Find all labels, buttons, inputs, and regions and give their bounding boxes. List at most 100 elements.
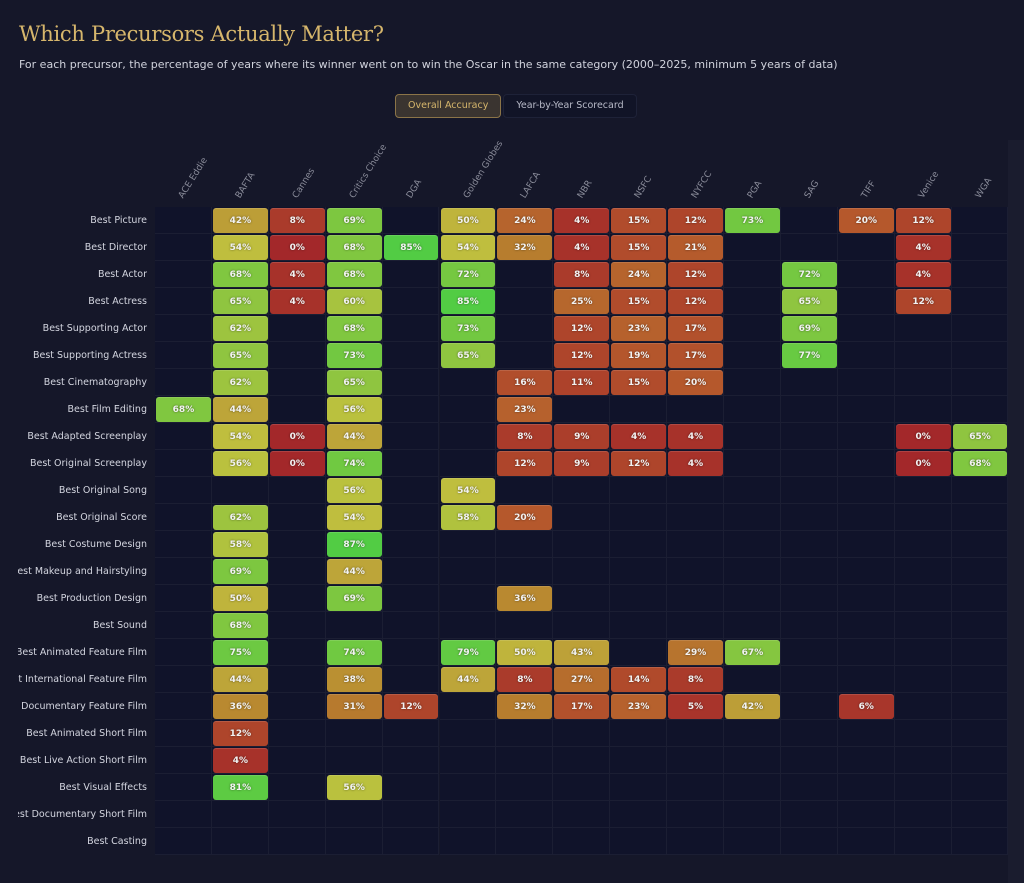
- heatmap-cell[interactable]: 36%: [212, 694, 268, 719]
- heatmap-cell[interactable]: 23%: [611, 694, 667, 719]
- heatmap-cell[interactable]: 69%: [326, 208, 382, 233]
- heatmap-cell[interactable]: 17%: [668, 343, 723, 368]
- heatmap-cell[interactable]: 15%: [611, 370, 667, 395]
- heatmap-cell[interactable]: 8%: [497, 667, 553, 692]
- heatmap-cell[interactable]: 24%: [497, 208, 553, 233]
- heatmap-cell[interactable]: 12%: [383, 694, 439, 719]
- heatmap-cell[interactable]: 25%: [554, 289, 610, 314]
- heatmap-cell[interactable]: 74%: [326, 640, 382, 665]
- heatmap-cell[interactable]: 65%: [212, 289, 268, 314]
- heatmap-cell[interactable]: 5%: [668, 694, 723, 719]
- heatmap-cell[interactable]: 8%: [269, 208, 325, 233]
- heatmap-cell[interactable]: 15%: [611, 235, 667, 260]
- heatmap-cell[interactable]: 24%: [611, 262, 667, 287]
- heatmap-cell[interactable]: 62%: [212, 316, 268, 341]
- heatmap-cell[interactable]: 65%: [952, 424, 1008, 449]
- heatmap-cell[interactable]: 38%: [326, 667, 382, 692]
- heatmap-cell[interactable]: 87%: [326, 532, 382, 557]
- heatmap-cell[interactable]: 67%: [725, 640, 780, 665]
- heatmap-cell[interactable]: 69%: [781, 316, 837, 341]
- heatmap-cell[interactable]: 54%: [326, 505, 382, 530]
- heatmap-cell[interactable]: 68%: [156, 397, 211, 422]
- heatmap-cell[interactable]: 9%: [554, 424, 610, 449]
- heatmap-cell[interactable]: 11%: [554, 370, 610, 395]
- heatmap-cell[interactable]: 4%: [668, 424, 723, 449]
- heatmap-cell[interactable]: 36%: [497, 586, 553, 611]
- heatmap-cell[interactable]: 56%: [326, 775, 382, 800]
- heatmap-cell[interactable]: 72%: [781, 262, 837, 287]
- heatmap-cell[interactable]: 0%: [895, 424, 951, 449]
- heatmap-cell[interactable]: 68%: [212, 613, 268, 638]
- heatmap-cell[interactable]: 4%: [895, 235, 951, 260]
- heatmap-cell[interactable]: 0%: [269, 424, 325, 449]
- heatmap-cell[interactable]: 65%: [212, 343, 268, 368]
- heatmap-cell[interactable]: 69%: [326, 586, 382, 611]
- heatmap-cell[interactable]: 16%: [497, 370, 553, 395]
- heatmap-cell[interactable]: 14%: [611, 667, 667, 692]
- heatmap-cell[interactable]: 50%: [212, 586, 268, 611]
- heatmap-cell[interactable]: 4%: [269, 289, 325, 314]
- heatmap-cell[interactable]: 56%: [212, 451, 268, 476]
- heatmap-cell[interactable]: 54%: [212, 235, 268, 260]
- heatmap-cell[interactable]: 79%: [440, 640, 496, 665]
- heatmap-cell[interactable]: 68%: [212, 262, 268, 287]
- heatmap-cell[interactable]: 23%: [497, 397, 553, 422]
- heatmap-cell[interactable]: 54%: [440, 235, 496, 260]
- heatmap-cell[interactable]: 12%: [554, 343, 610, 368]
- heatmap-cell[interactable]: 73%: [725, 208, 780, 233]
- heatmap-cell[interactable]: 21%: [668, 235, 723, 260]
- heatmap-cell[interactable]: 44%: [326, 559, 382, 584]
- heatmap-cell[interactable]: 4%: [554, 208, 610, 233]
- heatmap-cell[interactable]: 54%: [440, 478, 496, 503]
- heatmap-cell[interactable]: 4%: [554, 235, 610, 260]
- heatmap-cell[interactable]: 31%: [326, 694, 382, 719]
- heatmap-cell[interactable]: 8%: [554, 262, 610, 287]
- heatmap-cell[interactable]: 65%: [781, 289, 837, 314]
- heatmap-cell[interactable]: 20%: [497, 505, 553, 530]
- heatmap-cell[interactable]: 65%: [326, 370, 382, 395]
- heatmap-cell[interactable]: 12%: [668, 262, 723, 287]
- tab-overall-accuracy[interactable]: Overall Accuracy: [395, 94, 502, 118]
- heatmap-cell[interactable]: 19%: [611, 343, 667, 368]
- heatmap-cell[interactable]: 4%: [269, 262, 325, 287]
- heatmap-cell[interactable]: 27%: [554, 667, 610, 692]
- heatmap-cell[interactable]: 12%: [895, 208, 951, 233]
- heatmap-cell[interactable]: 12%: [668, 289, 723, 314]
- heatmap-cell[interactable]: 58%: [212, 532, 268, 557]
- heatmap-cell[interactable]: 32%: [497, 235, 553, 260]
- heatmap-cell[interactable]: 20%: [668, 370, 723, 395]
- heatmap-cell[interactable]: 65%: [440, 343, 496, 368]
- heatmap-cell[interactable]: 85%: [383, 235, 439, 260]
- tab-year-by-year-scorecard[interactable]: Year-by-Year Scorecard: [503, 94, 637, 118]
- heatmap-cell[interactable]: 58%: [440, 505, 496, 530]
- heatmap-cell[interactable]: 12%: [611, 451, 667, 476]
- heatmap-cell[interactable]: 62%: [212, 370, 268, 395]
- heatmap-cell[interactable]: 62%: [212, 505, 268, 530]
- heatmap-cell[interactable]: 44%: [212, 667, 268, 692]
- heatmap-cell[interactable]: 50%: [497, 640, 553, 665]
- heatmap-cell[interactable]: 6%: [838, 694, 894, 719]
- heatmap-cell[interactable]: 29%: [668, 640, 723, 665]
- heatmap-cell[interactable]: 69%: [212, 559, 268, 584]
- heatmap-cell[interactable]: 4%: [611, 424, 667, 449]
- heatmap-cell[interactable]: 32%: [497, 694, 553, 719]
- heatmap-cell[interactable]: 8%: [497, 424, 553, 449]
- heatmap-cell[interactable]: 42%: [725, 694, 780, 719]
- heatmap-cell[interactable]: 4%: [895, 262, 951, 287]
- heatmap-cell[interactable]: 68%: [326, 235, 382, 260]
- heatmap-cell[interactable]: 9%: [554, 451, 610, 476]
- heatmap-cell[interactable]: 81%: [212, 775, 268, 800]
- heatmap-cell[interactable]: 44%: [212, 397, 268, 422]
- heatmap-cell[interactable]: 77%: [781, 343, 837, 368]
- heatmap-cell[interactable]: 56%: [326, 397, 382, 422]
- heatmap-cell[interactable]: 73%: [326, 343, 382, 368]
- heatmap-cell[interactable]: 68%: [326, 316, 382, 341]
- heatmap-cell[interactable]: 0%: [895, 451, 951, 476]
- heatmap-cell[interactable]: 85%: [440, 289, 496, 314]
- heatmap-cell[interactable]: 56%: [326, 478, 382, 503]
- heatmap-cell[interactable]: 12%: [212, 721, 268, 746]
- heatmap-cell[interactable]: 20%: [838, 208, 894, 233]
- heatmap-cell[interactable]: 12%: [554, 316, 610, 341]
- heatmap-cell[interactable]: 12%: [497, 451, 553, 476]
- heatmap-cell[interactable]: 60%: [326, 289, 382, 314]
